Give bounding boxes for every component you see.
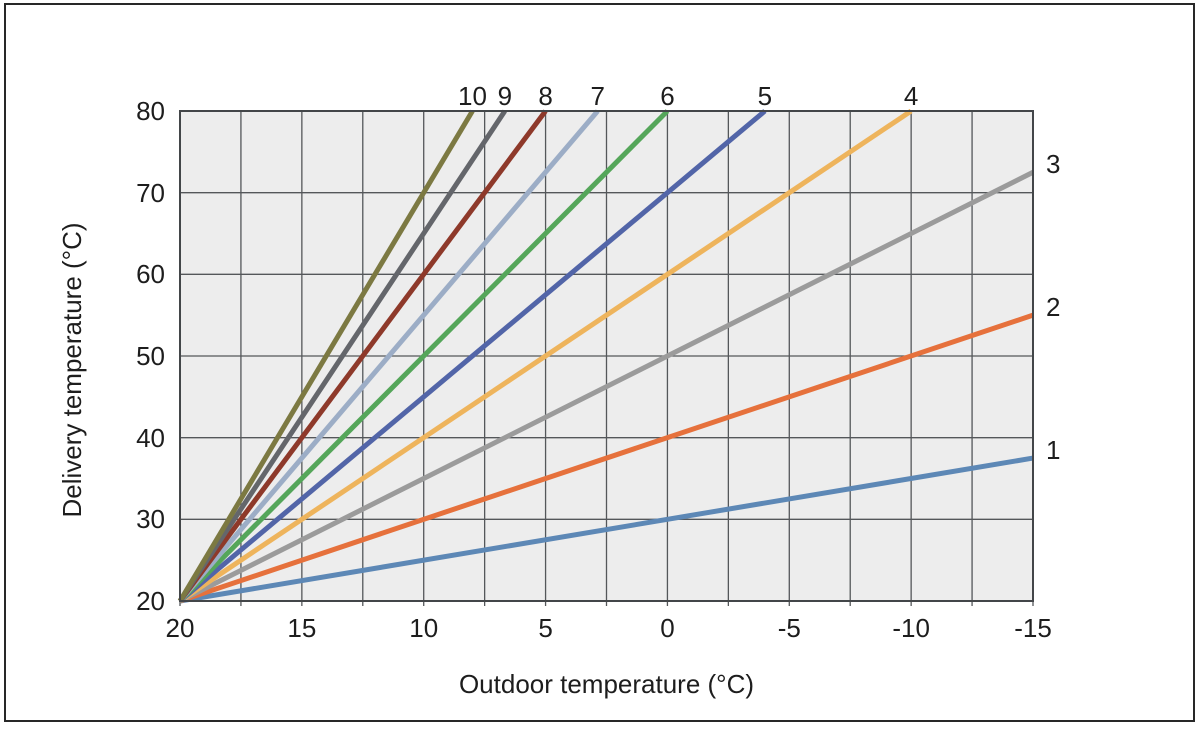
curve-label-8: 8 [538, 81, 553, 111]
curve-3 [178, 170, 1035, 604]
y-tick-label: 50 [136, 341, 165, 371]
curve-label-6: 6 [660, 81, 675, 111]
x-axis-title: Outdoor temperature (°C) [458, 669, 755, 699]
x-tick-label: 15 [287, 613, 317, 643]
curve-label-7: 7 [590, 81, 605, 111]
curve-5 [178, 109, 767, 603]
plot-border [179, 110, 1034, 602]
y-tick-label: 60 [136, 259, 165, 290]
x-tick-label: 20 [165, 613, 195, 643]
curve-label-9: 9 [497, 81, 513, 111]
figure-border [4, 3, 1195, 722]
curve-label-5: 5 [757, 81, 773, 111]
curve-4 [178, 108, 913, 604]
x-tick-label: 0 [660, 613, 675, 643]
y-tick-label: 80 [136, 96, 165, 126]
curve-6 [178, 109, 670, 603]
curve-7 [178, 109, 600, 603]
y-tick-label: 40 [136, 422, 165, 453]
curve-9 [177, 109, 507, 603]
curve-1 [179, 455, 1034, 604]
curve-label-3: 3 [1046, 149, 1061, 180]
x-tick-label: -5 [777, 613, 801, 643]
curve-10 [177, 109, 475, 603]
curve-label-10: 10 [457, 81, 487, 111]
x-tick-label: 5 [538, 613, 553, 643]
curve-label-4: 4 [903, 81, 919, 111]
x-tick-label: 10 [409, 613, 439, 643]
curve-label-1: 1 [1046, 435, 1061, 466]
y-tick-label: 70 [136, 177, 165, 208]
curve-8 [177, 109, 548, 603]
y-axis-title: Delivery temperature (°C) [57, 222, 87, 518]
x-tick-label: -15 [1014, 613, 1052, 643]
curve-2 [179, 312, 1034, 604]
curve-label-2: 2 [1046, 292, 1061, 323]
x-tick-label: -10 [892, 613, 930, 643]
y-tick-label: 30 [136, 504, 165, 535]
y-tick-label: 20 [136, 586, 165, 616]
